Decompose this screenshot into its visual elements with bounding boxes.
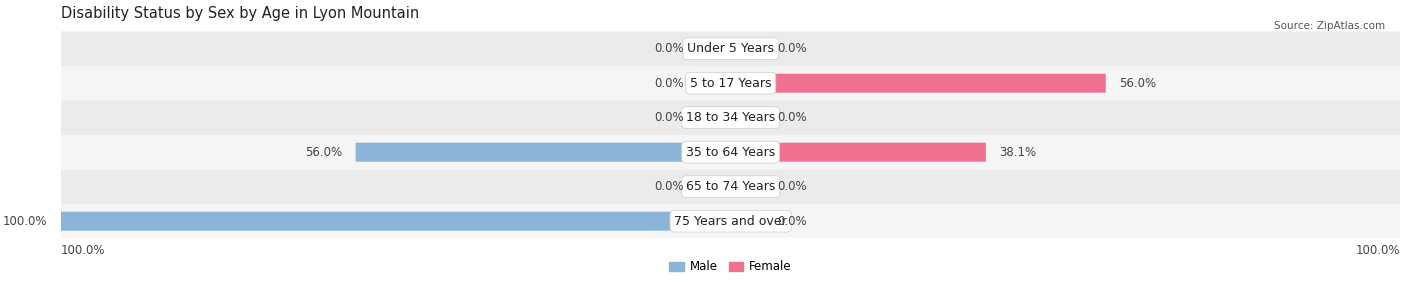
Text: 56.0%: 56.0% bbox=[305, 146, 342, 159]
Text: 0.0%: 0.0% bbox=[778, 180, 807, 193]
FancyBboxPatch shape bbox=[731, 108, 765, 127]
Text: 100.0%: 100.0% bbox=[3, 215, 48, 228]
FancyBboxPatch shape bbox=[697, 177, 731, 196]
Text: 100.0%: 100.0% bbox=[60, 244, 105, 257]
Text: 65 to 74 Years: 65 to 74 Years bbox=[686, 180, 775, 193]
Text: 75 Years and over: 75 Years and over bbox=[675, 215, 787, 228]
FancyBboxPatch shape bbox=[60, 170, 1400, 204]
Text: Disability Status by Sex by Age in Lyon Mountain: Disability Status by Sex by Age in Lyon … bbox=[60, 5, 419, 20]
Text: 0.0%: 0.0% bbox=[654, 77, 683, 90]
Text: 0.0%: 0.0% bbox=[654, 180, 683, 193]
FancyBboxPatch shape bbox=[60, 135, 1400, 170]
FancyBboxPatch shape bbox=[60, 100, 1400, 135]
FancyBboxPatch shape bbox=[731, 143, 986, 162]
FancyBboxPatch shape bbox=[697, 39, 731, 58]
Text: 18 to 34 Years: 18 to 34 Years bbox=[686, 111, 775, 124]
Text: 5 to 17 Years: 5 to 17 Years bbox=[690, 77, 772, 90]
FancyBboxPatch shape bbox=[60, 204, 1400, 239]
Text: 35 to 64 Years: 35 to 64 Years bbox=[686, 146, 775, 159]
FancyBboxPatch shape bbox=[731, 74, 1105, 93]
Legend: Male, Female: Male, Female bbox=[665, 256, 797, 278]
Text: 0.0%: 0.0% bbox=[778, 111, 807, 124]
Text: 0.0%: 0.0% bbox=[778, 42, 807, 55]
FancyBboxPatch shape bbox=[60, 212, 731, 231]
Text: Source: ZipAtlas.com: Source: ZipAtlas.com bbox=[1274, 21, 1385, 31]
Text: 56.0%: 56.0% bbox=[1119, 77, 1156, 90]
FancyBboxPatch shape bbox=[697, 74, 731, 93]
Text: 100.0%: 100.0% bbox=[1355, 244, 1400, 257]
Text: 0.0%: 0.0% bbox=[654, 111, 683, 124]
FancyBboxPatch shape bbox=[731, 177, 765, 196]
FancyBboxPatch shape bbox=[697, 108, 731, 127]
Text: Under 5 Years: Under 5 Years bbox=[688, 42, 775, 55]
FancyBboxPatch shape bbox=[356, 143, 731, 162]
Text: 38.1%: 38.1% bbox=[1000, 146, 1036, 159]
FancyBboxPatch shape bbox=[731, 39, 765, 58]
Text: 0.0%: 0.0% bbox=[778, 215, 807, 228]
FancyBboxPatch shape bbox=[731, 212, 765, 231]
Text: 0.0%: 0.0% bbox=[654, 42, 683, 55]
FancyBboxPatch shape bbox=[60, 31, 1400, 66]
FancyBboxPatch shape bbox=[60, 66, 1400, 100]
